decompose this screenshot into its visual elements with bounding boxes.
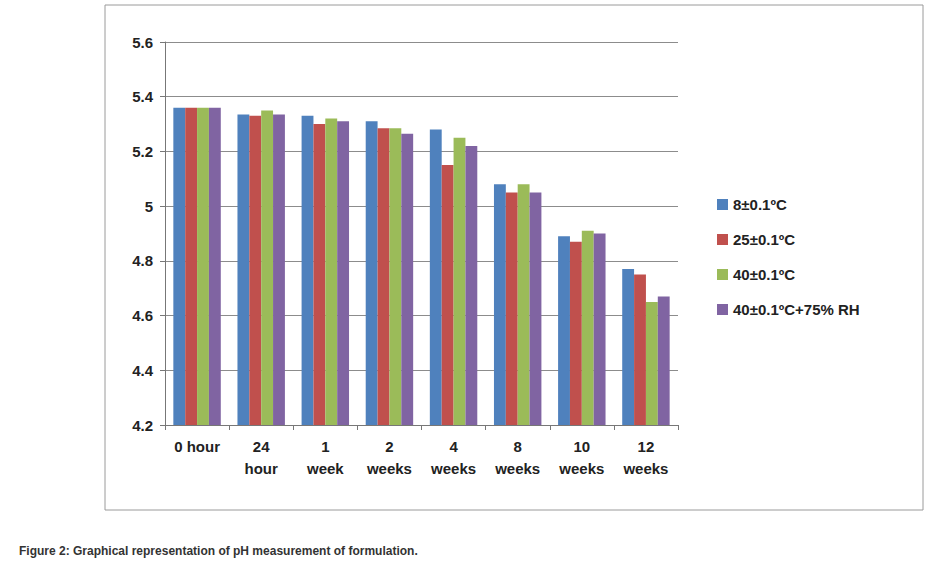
svg-text:weeks: weeks xyxy=(430,460,476,477)
svg-text:4.2: 4.2 xyxy=(132,417,153,434)
svg-text:24: 24 xyxy=(253,438,270,455)
svg-text:0 hour: 0 hour xyxy=(174,438,220,455)
svg-text:weeks: weeks xyxy=(494,460,540,477)
svg-text:40±0.1ºC+75% RH: 40±0.1ºC+75% RH xyxy=(733,301,860,318)
svg-text:40±0.1ºC: 40±0.1ºC xyxy=(733,266,795,283)
svg-text:5.4: 5.4 xyxy=(132,88,154,105)
svg-text:4.8: 4.8 xyxy=(132,252,153,269)
svg-text:12: 12 xyxy=(638,438,655,455)
svg-text:hour: hour xyxy=(245,460,278,477)
svg-text:week: week xyxy=(306,460,344,477)
svg-text:2: 2 xyxy=(385,438,393,455)
svg-text:4.4: 4.4 xyxy=(132,362,154,379)
svg-text:Graphical representation of pH: Graphical representation of pH measureme… xyxy=(70,544,418,558)
svg-text:4.6: 4.6 xyxy=(132,307,153,324)
svg-text:5: 5 xyxy=(145,198,153,215)
svg-text:5.6: 5.6 xyxy=(132,34,153,51)
svg-text:weeks: weeks xyxy=(622,460,668,477)
svg-text:1: 1 xyxy=(321,438,329,455)
svg-text:weeks: weeks xyxy=(558,460,604,477)
svg-text:25±0.1ºC: 25±0.1ºC xyxy=(733,231,795,248)
svg-text:8±0.1ºC: 8±0.1ºC xyxy=(733,196,787,213)
svg-text:weeks: weeks xyxy=(366,460,412,477)
svg-text:10: 10 xyxy=(573,438,590,455)
svg-text:5.2: 5.2 xyxy=(132,143,153,160)
svg-text:Figure 2:: Figure 2: xyxy=(19,544,70,558)
svg-text:4: 4 xyxy=(449,438,458,455)
svg-text:8: 8 xyxy=(514,438,522,455)
